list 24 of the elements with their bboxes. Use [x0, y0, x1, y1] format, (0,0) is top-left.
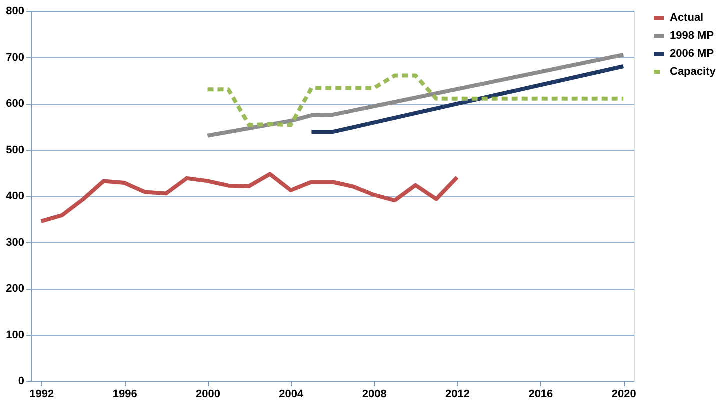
x-tick-label: 2012 [446, 388, 470, 400]
y-tick-label: 0 [18, 376, 24, 388]
legend-label: Actual [670, 12, 704, 24]
y-tick-label: 800 [6, 6, 24, 18]
line-series [39, 172, 460, 224]
y-tick-label: 100 [6, 329, 24, 342]
x-tick-label: 1996 [112, 388, 138, 400]
x-tick-label: 2004 [279, 388, 305, 400]
line-series [206, 52, 626, 138]
legend-label: 1998 MP [670, 30, 714, 42]
y-tick-label: 300 [6, 236, 24, 249]
x-tick-label: 2008 [362, 388, 387, 400]
y-tick-label: 400 [6, 190, 24, 202]
y-tick-label: 700 [6, 52, 24, 64]
legend-label: Capacity [670, 66, 717, 78]
x-tick-label: 2016 [528, 388, 554, 400]
x-tick-label: 1992 [30, 388, 54, 400]
x-tick-label: 2020 [612, 388, 636, 400]
y-tick-label: 600 [6, 98, 24, 110]
y-tick-label: 500 [6, 144, 24, 156]
y-tick-label: 200 [6, 283, 24, 295]
x-tick-label: 2000 [196, 388, 220, 400]
legend-label: 2006 MP [670, 48, 714, 60]
line-series [206, 74, 626, 128]
